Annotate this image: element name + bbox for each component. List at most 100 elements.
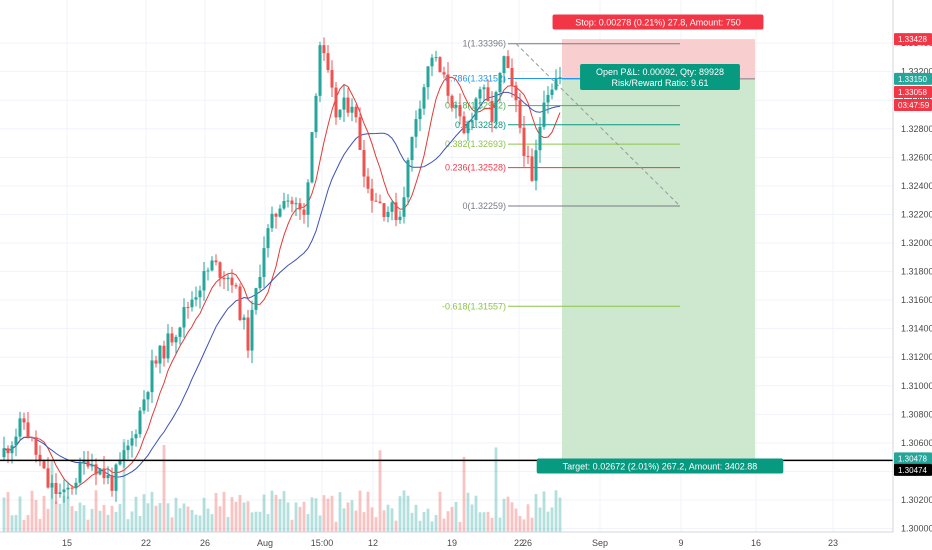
candle-body [282,200,286,209]
volume-bar [386,504,390,532]
candle-body [446,74,450,96]
y-tick-label: 1.32400 [901,181,932,191]
fib-label: 1(1.33396) [462,39,506,49]
price-tag [894,85,932,98]
volume-bar [498,517,502,532]
candle-body [382,203,386,217]
fib-label: -0.618(1.31557) [442,301,506,311]
candle-body [158,345,162,364]
x-tick-label: Sep [592,538,608,548]
volume-bar [402,490,406,532]
candle-body [314,95,318,133]
candle-body [290,200,294,205]
volume-bar [542,491,546,532]
candle-body [186,307,190,309]
candle-body [442,72,446,75]
candle-body [322,45,326,54]
y-tick-label: 1.31400 [901,324,932,334]
volume-bar [366,491,370,532]
candle-body [230,277,234,286]
volume-bar [478,512,482,532]
volume-bar [202,497,206,532]
volume-bar [482,512,486,532]
volume-bar [318,515,322,532]
volume-bar [266,514,270,532]
volume-bar [506,496,510,532]
volume-bar [510,502,514,532]
price-tag [894,98,932,111]
candle-body [10,445,14,454]
volume-bar [162,444,166,532]
volume-bar [98,510,102,532]
volume-bar [310,497,314,532]
volume-bar [106,514,110,532]
candle-body [202,270,206,291]
candle-body [346,97,350,113]
candle-body [242,317,246,321]
volume-bar [230,497,234,532]
volume-bar [6,491,10,532]
candle-body [194,297,198,300]
candle-body [538,126,542,151]
volume-bar [398,496,402,532]
candle-body [54,482,58,494]
candle-body [114,464,118,491]
candle-body [438,57,442,73]
volume-bar [238,494,242,532]
volume-bar [22,519,26,532]
target-label [536,458,784,474]
candle-body [550,89,554,95]
candle-body [306,182,310,215]
volume-bar [474,495,478,532]
open-pnl-label [580,64,740,90]
volume-bar [66,496,70,532]
volume-bar [454,501,458,532]
candle-body [334,87,338,118]
volume-bar [354,510,358,532]
volume-bar [470,504,474,532]
candle-body [126,445,130,451]
volume-bar [174,497,178,532]
volume-bar [142,494,146,532]
fib-label: 0.5(1.32828) [455,120,506,130]
candle-body [374,200,378,202]
volume-bar [550,507,554,532]
volume-bar [254,511,258,532]
volume-bar [558,497,562,532]
volume-bar [222,491,226,532]
x-tick-label: 19 [447,538,457,548]
candle-body [122,450,126,461]
volume-bar [38,518,42,532]
candle-body [238,286,242,321]
candle-body [58,492,62,494]
price-tag-label: 03:47:59 [898,101,930,110]
volume-bar [262,494,266,532]
candle-body [190,299,194,308]
volume-bar [186,506,190,532]
volume-bar [298,506,302,532]
candle-body [318,45,322,96]
candle-body [402,197,406,217]
volume-bar [358,490,362,532]
candle-body [386,211,390,217]
volume-bar [150,491,154,532]
volume-bar [530,517,534,532]
candle-body [310,132,314,183]
y-tick-label: 1.31800 [901,267,932,277]
volume-bar [190,510,194,532]
volume-bar [522,519,526,532]
x-tick-label: 26 [522,538,532,548]
volume-bar [78,502,82,532]
candle-body [170,333,174,343]
volume-bar [182,503,186,532]
volume-bar [178,508,182,532]
volume-bar [538,507,542,532]
candle-body [470,120,474,123]
volume-bar [206,508,210,532]
candle-body [474,98,478,121]
candle-body [422,87,426,109]
volume-bar [226,516,230,532]
volume-bar [350,500,354,532]
